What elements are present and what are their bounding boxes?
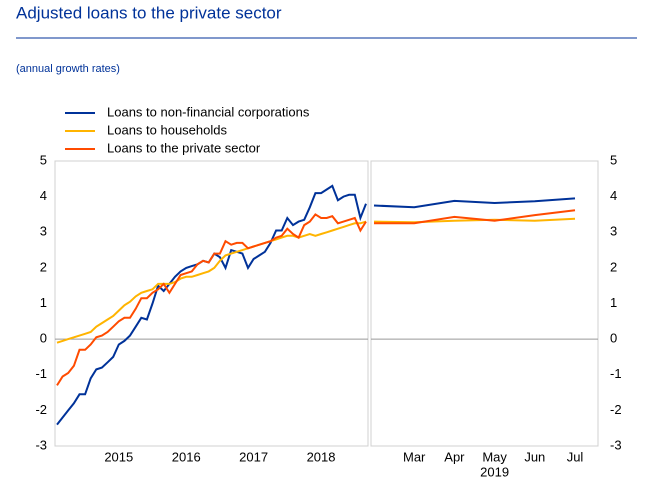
legend-label: Loans to the private sector bbox=[107, 140, 261, 155]
x-tick-label: 2016 bbox=[172, 449, 201, 464]
series-line bbox=[56, 184, 367, 426]
y-tick-label: -1 bbox=[35, 366, 47, 381]
chart-subtitle: (annual growth rates) bbox=[16, 63, 120, 75]
x-tick-label: Apr bbox=[444, 449, 465, 464]
y-tick-label: 3 bbox=[610, 224, 617, 239]
y-tick-label: -2 bbox=[610, 402, 622, 417]
series-line bbox=[373, 197, 576, 209]
y-tick-label: 0 bbox=[610, 331, 617, 346]
y-tick-label: 0 bbox=[40, 331, 47, 346]
y-tick-label: 1 bbox=[40, 295, 47, 310]
chart-title: Adjusted loans to the private sector bbox=[16, 3, 282, 22]
y-tick-label: -3 bbox=[35, 437, 47, 452]
x-tick-label: 2017 bbox=[239, 449, 268, 464]
y-tick-label: 4 bbox=[610, 188, 617, 203]
x-tick-label: 2015 bbox=[104, 449, 133, 464]
legend-label: Loans to non-financial corporations bbox=[107, 104, 310, 119]
series-line bbox=[56, 213, 367, 386]
x-tick-label: Mar bbox=[403, 449, 426, 464]
series-line bbox=[373, 217, 576, 224]
y-tick-label: 1 bbox=[610, 295, 617, 310]
series-line bbox=[56, 220, 367, 344]
plot-frame bbox=[370, 160, 599, 447]
x-tick-label: 2018 bbox=[307, 449, 336, 464]
y-tick-label: 4 bbox=[40, 188, 47, 203]
x-tick-label: Jul bbox=[567, 449, 584, 464]
y-tick-label: 5 bbox=[40, 152, 47, 167]
x-tick-label: May bbox=[482, 449, 507, 464]
x-tick-label: Jun bbox=[524, 449, 545, 464]
y-tick-label: 2 bbox=[610, 259, 617, 274]
y-tick-label: -2 bbox=[35, 402, 47, 417]
legend-label: Loans to households bbox=[107, 122, 227, 137]
y-tick-label: 3 bbox=[40, 224, 47, 239]
series-line bbox=[374, 209, 576, 225]
y-tick-label: 2 bbox=[40, 259, 47, 274]
y-tick-label: 5 bbox=[610, 152, 617, 167]
plot-frame bbox=[54, 160, 369, 447]
x-axis-label: 2019 bbox=[480, 464, 509, 479]
y-tick-label: -1 bbox=[610, 366, 622, 381]
y-tick-label: -3 bbox=[610, 437, 622, 452]
